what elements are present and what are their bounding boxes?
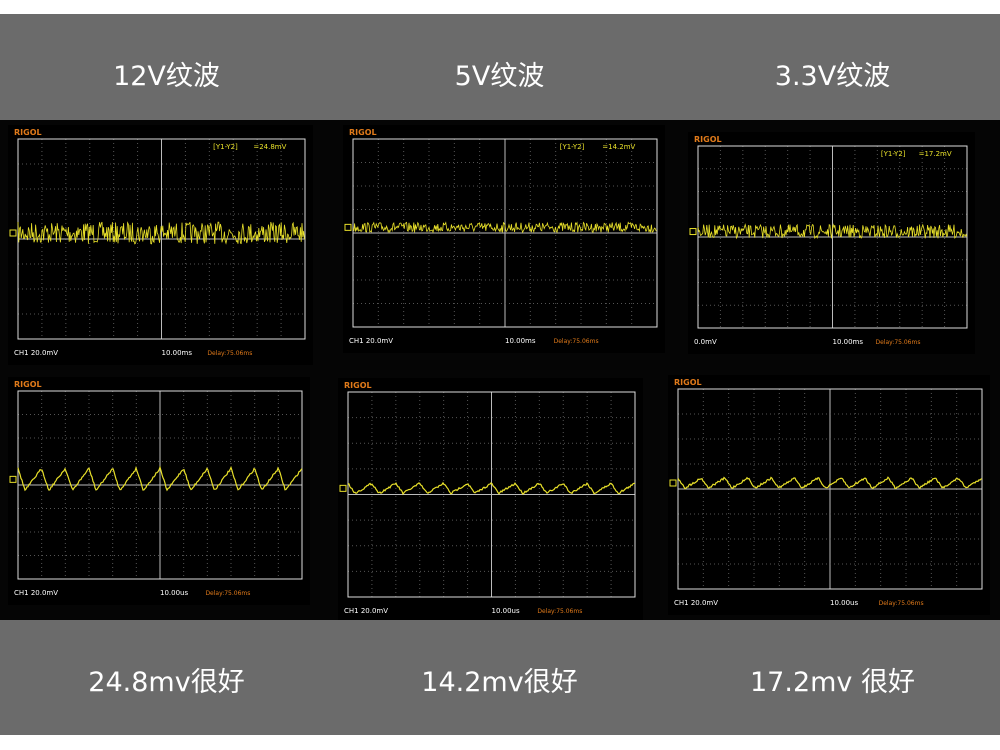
- oscilloscope-screen: RIGOL CH1 20.0mV 10.00us Delay:75.06ms: [338, 378, 643, 623]
- cursor-value: =17.2mV: [919, 150, 952, 158]
- channel-marker: [9, 475, 17, 483]
- channel-marker: [344, 223, 352, 231]
- footer-label: 17.2mv 很好: [750, 667, 915, 698]
- cursor-value: =24.8mV: [253, 143, 286, 151]
- channel-scale: 0.0mV: [694, 338, 717, 346]
- oscilloscope-screen: RIGOL CH1 20.0mV 10.00us Delay:75.06ms: [668, 375, 990, 615]
- channel-scale: CH1 20.0mV: [14, 589, 58, 597]
- screen-bg: [8, 377, 310, 605]
- timebase: 10.00ms: [833, 338, 864, 346]
- cursor-label: [Y1-Y2]: [560, 143, 585, 151]
- brand: RIGOL: [694, 135, 722, 144]
- channel-marker: [669, 479, 677, 487]
- channel-scale: CH1 20.0mV: [349, 337, 393, 345]
- oscilloscope-screen: RIGOL [Y1-Y2] =24.8mV CH1 20.0mV 10.00ms Dela…: [8, 125, 313, 365]
- delay: Delay:75.06ms: [876, 339, 921, 346]
- screen-bg: [338, 378, 643, 623]
- header-label: 12V纹波: [113, 61, 220, 92]
- cursor-label: [Y1-Y2]: [213, 143, 238, 151]
- footer-band: 24.8mv很好 14.2mv很好 17.2mv 很好: [0, 620, 1000, 735]
- delay: Delay:75.06ms: [207, 350, 252, 357]
- timebase: 10.00ms: [162, 349, 193, 357]
- grid-border: [17, 138, 306, 340]
- grid-border: [352, 138, 658, 328]
- timebase: 10.00us: [160, 589, 188, 597]
- screen-bg: [8, 125, 313, 365]
- channel-marker: [689, 228, 697, 236]
- timebase: 10.00ms: [505, 337, 536, 345]
- oscilloscope-screen: RIGOL [Y1-Y2] =14.2mV CH1 20.0mV 10.00ms Dela…: [343, 125, 665, 353]
- cursor-value: =14.2mV: [602, 143, 635, 151]
- waveform: [17, 221, 305, 245]
- grid-border: [17, 390, 303, 580]
- waveform: [697, 223, 968, 240]
- cursor-label: [Y1-Y2]: [881, 150, 906, 158]
- brand: RIGOL: [14, 380, 42, 389]
- screen-bg: [688, 132, 975, 354]
- screen-bg: [343, 125, 665, 353]
- timebase: 10.00us: [830, 599, 858, 607]
- header-label: 3.3V纹波: [774, 61, 891, 92]
- brand: RIGOL: [344, 381, 372, 390]
- header-band: 12V纹波 5V纹波 3.3V纹波: [0, 14, 1000, 120]
- delay: Delay:75.06ms: [205, 590, 250, 597]
- header-label: 5V纹波: [454, 61, 545, 92]
- grid-border: [677, 388, 983, 590]
- channel-scale: CH1 20.0mV: [14, 349, 58, 357]
- delay: Delay:75.06ms: [554, 338, 599, 345]
- channel-scale: CH1 20.0mV: [344, 607, 388, 615]
- footer-label: 24.8mv很好: [88, 667, 245, 698]
- brand: RIGOL: [14, 128, 42, 137]
- oscilloscope-screen: RIGOL [Y1-Y2] =17.2mV 0.0mV 10.00ms Delay:75.…: [688, 132, 975, 354]
- grid-border: [347, 391, 636, 598]
- screen-bg: [668, 375, 990, 615]
- channel-marker: [339, 484, 347, 492]
- scope-area: RIGOL [Y1-Y2] =24.8mV CH1 20.0mV 10.00ms Dela…: [0, 120, 1000, 623]
- waveform: [347, 481, 636, 496]
- waveform: [352, 221, 657, 234]
- brand: RIGOL: [674, 378, 702, 387]
- footer-label: 14.2mv很好: [421, 667, 578, 698]
- channel-scale: CH1 20.0mV: [674, 599, 718, 607]
- delay: Delay:75.06ms: [879, 600, 924, 607]
- delay: Delay:75.06ms: [537, 608, 582, 615]
- waveform: [17, 465, 303, 492]
- channel-marker: [9, 229, 17, 237]
- brand: RIGOL: [349, 128, 377, 137]
- grid-border: [697, 145, 968, 329]
- timebase: 10.00us: [492, 607, 520, 615]
- waveform: [677, 476, 983, 490]
- oscilloscope-screen: RIGOL CH1 20.0mV 10.00us Delay:75.06ms: [8, 377, 310, 605]
